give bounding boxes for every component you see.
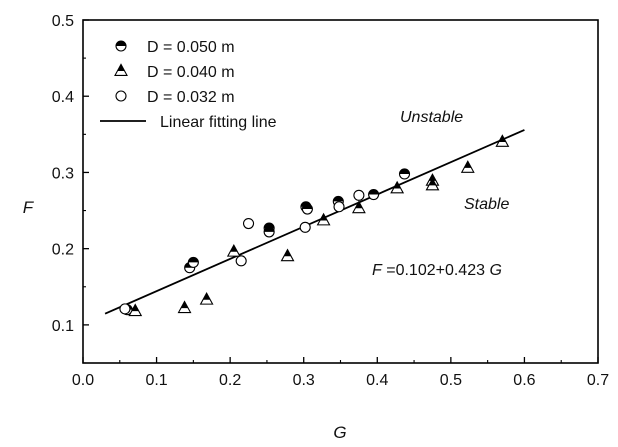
- legend-label: D = 0.050 m: [147, 39, 235, 56]
- data-point: [263, 226, 275, 238]
- data-points: [119, 134, 510, 317]
- x-tick-label: 0.5: [440, 372, 462, 389]
- data-point: [368, 188, 380, 201]
- y-tick-label: 0.4: [52, 89, 74, 106]
- x-tick-label: 0.1: [145, 372, 167, 389]
- data-point: [390, 180, 405, 194]
- data-point: [299, 221, 311, 233]
- data-point: [333, 201, 345, 213]
- equation-body: =0.102+0.423: [382, 262, 490, 279]
- x-tick-label: 0.3: [293, 372, 315, 389]
- y-tick-label: 0.1: [52, 318, 74, 335]
- data-point: [351, 200, 366, 214]
- x-tick-label: 0.0: [72, 372, 94, 389]
- data-point: [177, 300, 192, 314]
- x-tick-label: 0.6: [513, 372, 535, 389]
- equation-variable-g: G: [489, 262, 501, 279]
- legend-label: Linear fitting line: [160, 114, 277, 131]
- data-point: [398, 168, 411, 180]
- y-tick-label: 0.3: [52, 165, 74, 182]
- data-point: [128, 303, 143, 317]
- data-point: [316, 212, 331, 226]
- legend-marker: [115, 90, 127, 102]
- x-tick-label: 0.2: [219, 372, 241, 389]
- x-tick-label: 0.7: [587, 372, 609, 389]
- legend-marker: [115, 40, 127, 52]
- legend: D = 0.050 m D = 0.040 m D = 0.032 m Linear …: [100, 39, 277, 131]
- linear-fit-line: [104, 129, 525, 315]
- data-point: [226, 243, 241, 257]
- fit-equation: F =0.102+0.423 G: [372, 262, 502, 279]
- data-point: [199, 291, 214, 305]
- fit-line-layer: [104, 129, 525, 315]
- data-point: [301, 203, 313, 215]
- y-tick-label: 0.5: [52, 13, 74, 30]
- unstable-annotation: Unstable: [400, 109, 463, 126]
- y-axis-title: F: [23, 198, 35, 217]
- legend-label: D = 0.040 m: [147, 64, 235, 81]
- x-axis-title: G: [333, 423, 346, 442]
- stable-annotation: Stable: [464, 196, 509, 213]
- data-point: [280, 248, 295, 262]
- equation-variable-f: F: [372, 262, 383, 279]
- data-point: [187, 256, 199, 268]
- data-point: [235, 255, 247, 267]
- data-point: [460, 160, 475, 173]
- data-point: [425, 177, 440, 191]
- y-tick-label: 0.2: [52, 242, 74, 259]
- data-point: [119, 303, 131, 315]
- axis-ticks: 0.0 0.1 0.2 0.3 0.4 0.5 0.6 0.7 0.1 0.2 0.3 0.4 0.5: [52, 13, 609, 389]
- legend-label: D = 0.032 m: [147, 89, 235, 106]
- x-tick-label: 0.4: [366, 372, 388, 389]
- data-point: [242, 217, 255, 230]
- data-point: [353, 189, 365, 201]
- data-point: [495, 134, 510, 147]
- legend-marker: [114, 63, 128, 76]
- plot-area-frame: [82, 19, 599, 364]
